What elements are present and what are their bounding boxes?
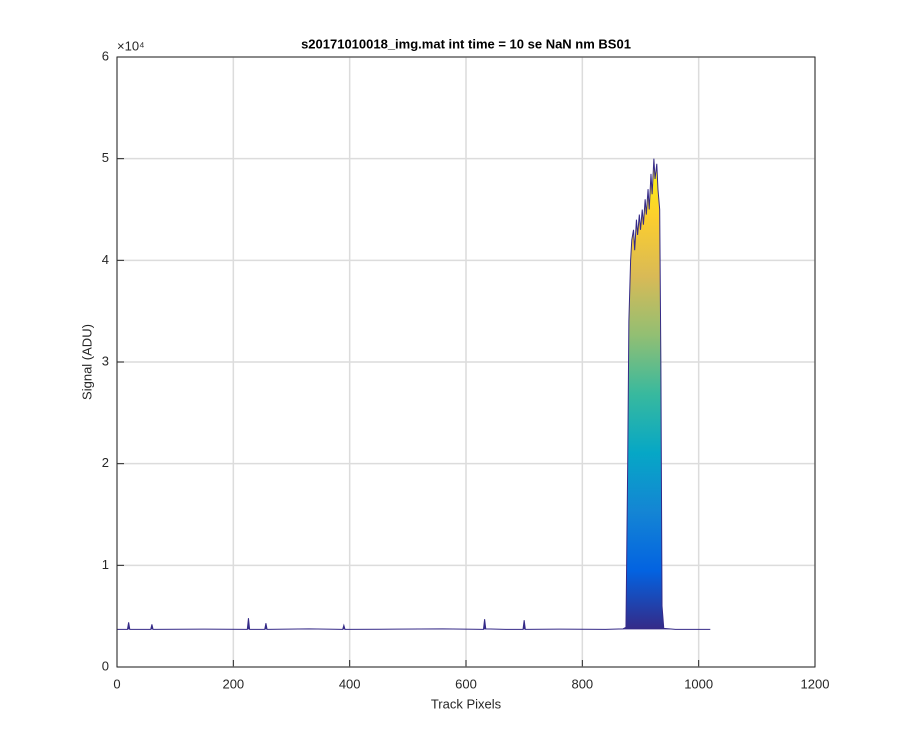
y-exponent: ×10⁴ bbox=[117, 38, 145, 53]
x-tick-label: 200 bbox=[222, 676, 244, 691]
y-tick-label: 4 bbox=[102, 252, 109, 267]
area bbox=[117, 158, 711, 630]
y-tick-label: 0 bbox=[102, 658, 109, 673]
y-tick-label: 2 bbox=[102, 455, 109, 470]
chart-title: s20171010018_img.mat int time = 10 se Na… bbox=[301, 36, 631, 51]
y-tick-label: 6 bbox=[102, 48, 109, 63]
x-tick-label: 1000 bbox=[684, 676, 713, 691]
line bbox=[117, 158, 711, 630]
x-tick-label: 800 bbox=[571, 676, 593, 691]
x-tick-label: 1200 bbox=[801, 676, 830, 691]
x-tick-label: 600 bbox=[455, 676, 477, 691]
x-tick-label: 400 bbox=[339, 676, 361, 691]
y-tick-label: 3 bbox=[102, 353, 109, 368]
x-tick-label: 0 bbox=[113, 676, 120, 691]
plot-frame bbox=[116, 56, 816, 668]
x-axis-label: Track Pixels bbox=[431, 696, 502, 711]
y-tick-label: 1 bbox=[102, 557, 109, 572]
y-axis-label: Signal (ADU) bbox=[79, 324, 94, 400]
y-tick-label: 5 bbox=[102, 150, 109, 165]
